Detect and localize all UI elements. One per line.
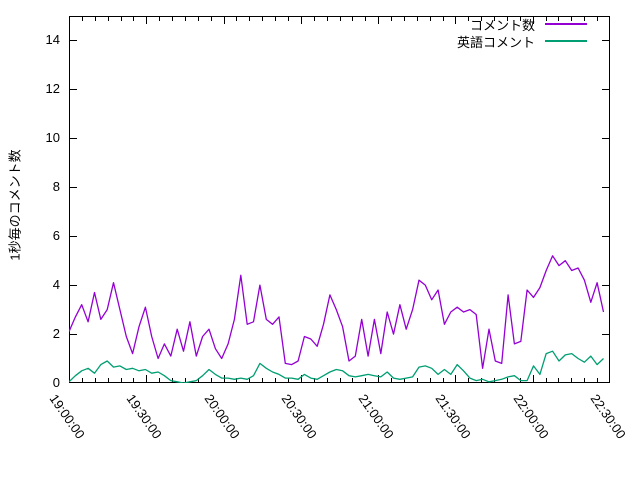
series-line-コメント数 <box>69 255 605 369</box>
legend-label: 英語コメント <box>456 34 535 50</box>
y-tick-label: 6 <box>52 228 60 244</box>
y-tick-label: 8 <box>52 179 60 195</box>
x-tick-label: 20:00:00 <box>201 391 243 442</box>
legend-item: 英語コメント <box>456 34 587 50</box>
legend-line-sample <box>545 23 587 25</box>
legend: コメント数 英語コメント <box>456 17 587 50</box>
legend-line-sample <box>545 40 587 42</box>
y-tick-label: 2 <box>52 326 60 342</box>
legend-item: コメント数 <box>457 17 587 33</box>
chart-canvas <box>69 16 610 383</box>
x-tick-label: 19:00:00 <box>46 391 88 442</box>
y-tick-label: 10 <box>45 130 60 146</box>
x-tick-label: 21:00:00 <box>355 391 397 442</box>
x-tick-label: 22:30:00 <box>587 391 629 442</box>
x-tick-label: 21:30:00 <box>432 391 475 442</box>
x-tick-label: 22:00:00 <box>510 391 552 442</box>
plot-border <box>69 16 610 383</box>
series-line-英語コメント <box>69 350 604 383</box>
x-tick-label: 19:30:00 <box>123 391 166 442</box>
legend-label: コメント数 <box>469 17 535 33</box>
y-tick-label: 12 <box>45 81 60 97</box>
y-tick-label: 0 <box>52 375 60 390</box>
y-tick-label: 14 <box>45 32 60 48</box>
x-tick-label: 20:30:00 <box>278 391 320 442</box>
y-tick-label: 4 <box>52 277 60 293</box>
y-axis-title: 1秒毎のコメント数 <box>7 149 23 261</box>
